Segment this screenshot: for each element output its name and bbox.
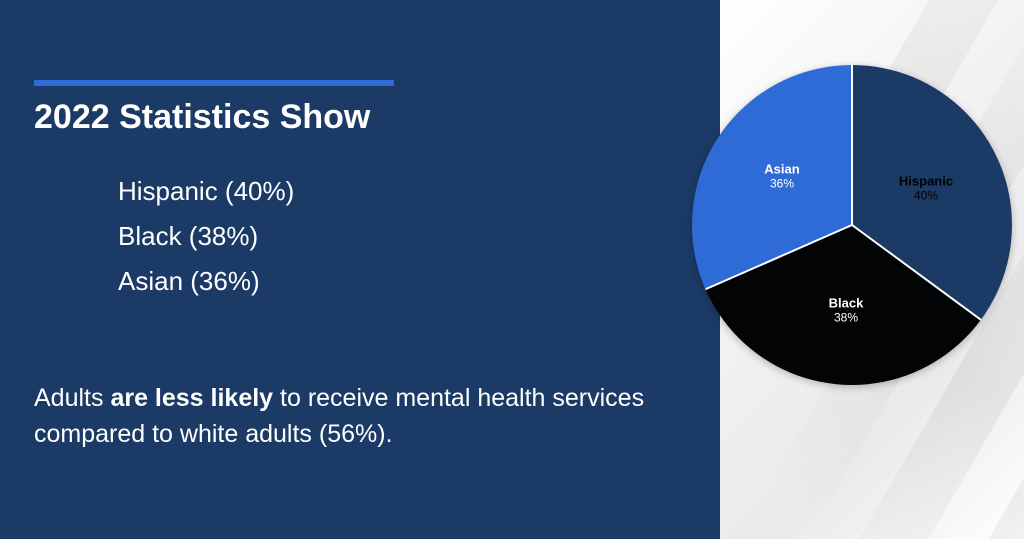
- stat-list-item: Asian (36%): [118, 266, 294, 297]
- caption-bold: are less likely: [110, 384, 273, 412]
- pie-slice-label: Asian36%: [764, 163, 799, 192]
- pie-slice-name: Black: [829, 297, 864, 312]
- text-panel: 2022 Statistics Show Hispanic (40%) Black…: [0, 0, 720, 539]
- pie-disc: [692, 65, 1012, 385]
- pie-separator: [851, 65, 853, 225]
- slide: 2022 Statistics Show Hispanic (40%) Black…: [0, 0, 1024, 539]
- pie-slice-name: Asian: [764, 163, 799, 178]
- pie-slice-pct: 36%: [764, 178, 799, 192]
- pie-slice-label: Hispanic40%: [899, 175, 953, 204]
- caption-text: Adults are less likely to receive mental…: [34, 380, 674, 453]
- stat-list-item: Hispanic (40%): [118, 176, 294, 207]
- pie-slice-pct: 40%: [899, 190, 953, 204]
- pie-chart: Hispanic40% Black38% Asian36%: [692, 65, 1012, 385]
- pie-slice-name: Hispanic: [899, 175, 953, 190]
- caption-pre: Adults: [34, 384, 110, 412]
- stat-list: Hispanic (40%) Black (38%) Asian (36%): [118, 176, 294, 311]
- pie-slice-label: Black38%: [829, 297, 864, 326]
- pie-separator: [705, 224, 852, 290]
- accent-rule: [34, 80, 394, 86]
- pie-slice-pct: 38%: [829, 312, 864, 326]
- page-title: 2022 Statistics Show: [34, 98, 370, 137]
- stat-list-item: Black (38%): [118, 221, 294, 252]
- pie-separator: [851, 224, 981, 320]
